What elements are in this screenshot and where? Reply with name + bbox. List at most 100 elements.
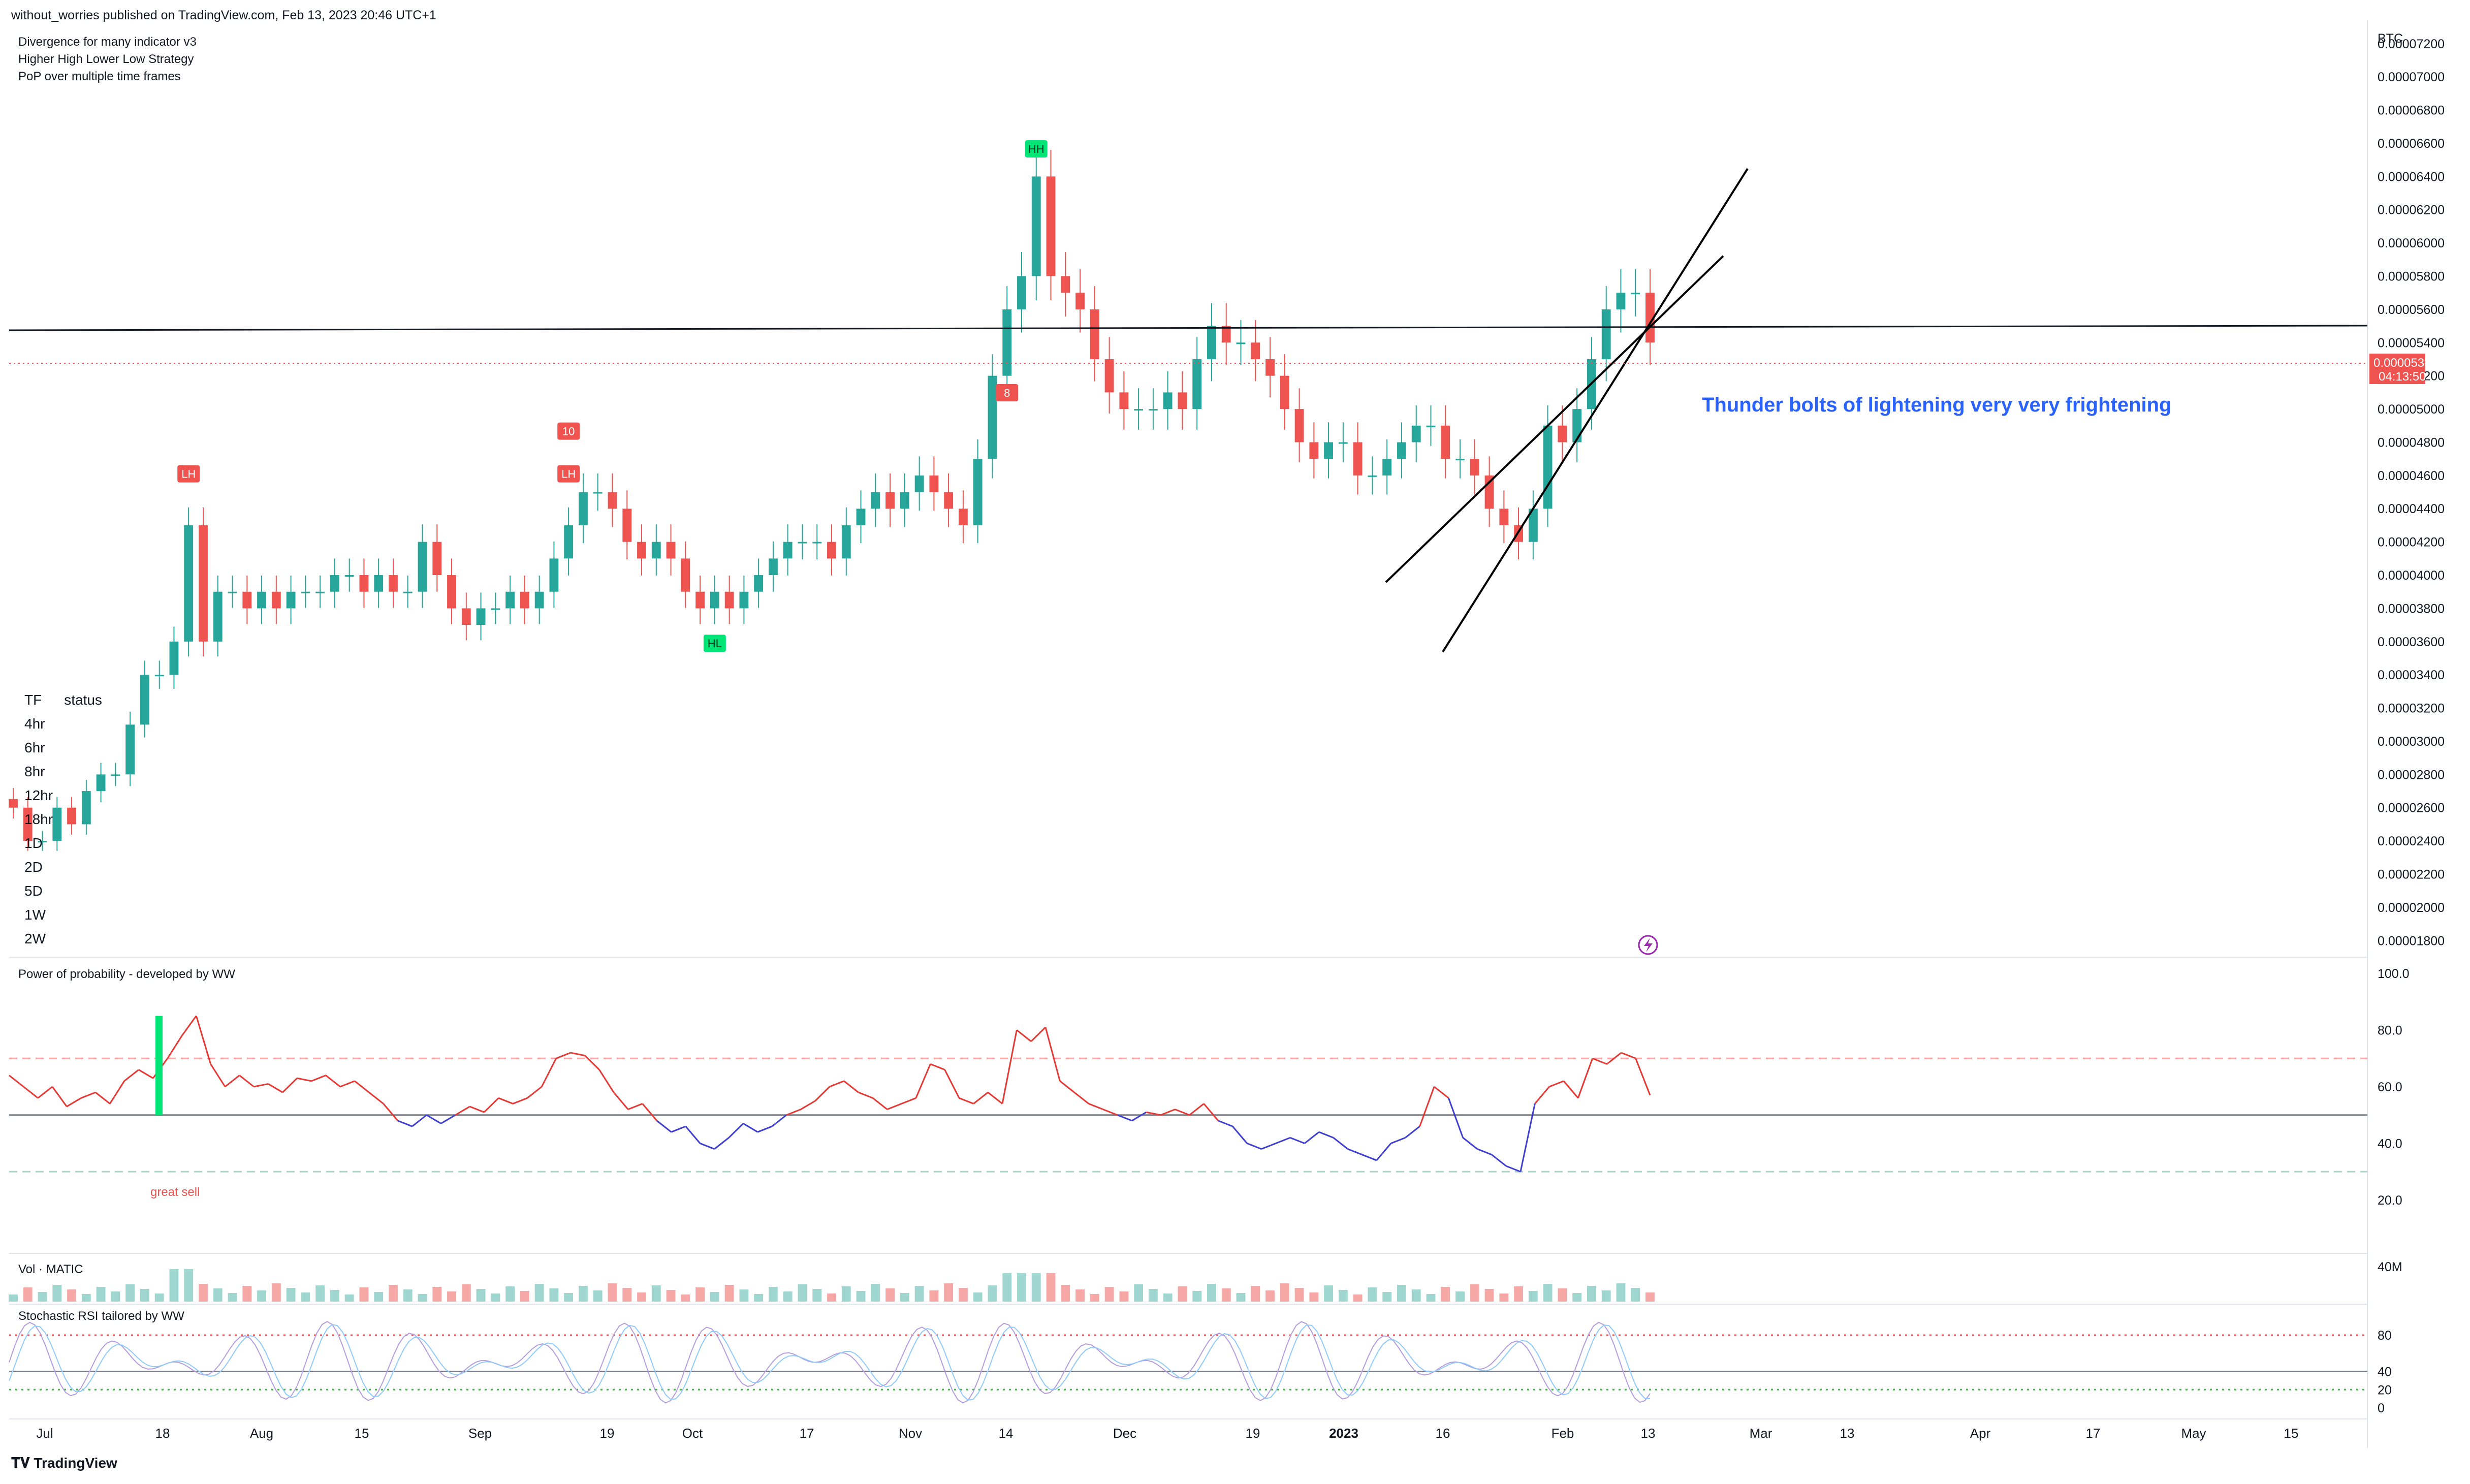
volume-bar xyxy=(38,1292,47,1302)
pop-line-segment xyxy=(311,1075,326,1082)
indicator-name[interactable]: Divergence for many indicator v3 xyxy=(18,35,197,49)
volume-bar xyxy=(1163,1293,1173,1302)
volume-bar xyxy=(1558,1288,1567,1302)
pop-line-segment xyxy=(282,1078,298,1093)
pop-line-segment xyxy=(513,1097,528,1104)
marker-hl: HL xyxy=(703,635,726,652)
pop-line-segment xyxy=(800,1100,816,1110)
volume-bar xyxy=(81,1294,91,1302)
candle-body xyxy=(929,475,939,492)
pop-line-segment xyxy=(685,1126,701,1144)
price-tick-label: 0.00005800 xyxy=(2378,270,2445,284)
tf-row: 4hr xyxy=(24,716,45,732)
candle-body xyxy=(1368,475,1377,477)
marker-box xyxy=(1025,140,1048,157)
pop-line-segment xyxy=(757,1125,773,1133)
pop-line-segment xyxy=(483,1097,499,1113)
chart-annotation[interactable]: Thunder bolts of lightening very very fr… xyxy=(1702,394,2172,416)
volume-bar xyxy=(1207,1284,1216,1302)
candle-body xyxy=(1324,442,1334,459)
tf-row: 2W xyxy=(24,931,46,946)
volume-bar xyxy=(491,1293,500,1302)
pop-line-segment xyxy=(1376,1143,1392,1161)
pop-line-segment xyxy=(1390,1136,1406,1144)
time-axis[interactable]: Jul 18 Aug 15 Sep 19 Oct 17 Nov 14 Dec 19 2023 16 Feb 1… xyxy=(36,1426,2298,1441)
volume-bar xyxy=(1587,1286,1596,1302)
tf-row: 18hr xyxy=(24,811,53,827)
pop-line-segment xyxy=(527,1086,543,1099)
pop-line-segment xyxy=(627,1103,643,1110)
candle-body xyxy=(783,542,793,559)
volume-bar xyxy=(1017,1273,1026,1302)
time-tick-label: Feb xyxy=(1551,1426,1574,1441)
candle-body xyxy=(23,807,33,841)
candle-body xyxy=(213,591,223,642)
marker-lh: LH xyxy=(177,465,200,483)
tradingview-logo[interactable]: 𝐓𝐕 TradingView xyxy=(11,1455,117,1472)
volume-bar xyxy=(1426,1294,1436,1302)
volume-bar xyxy=(1061,1285,1070,1302)
volume-bar xyxy=(1104,1287,1114,1302)
candle-body xyxy=(315,591,325,593)
stoch-tick-label: 40 xyxy=(2378,1365,2392,1379)
time-tick-label: 15 xyxy=(2284,1426,2299,1441)
candle-body xyxy=(52,807,62,841)
volume-bar xyxy=(330,1290,339,1302)
pop-line-segment xyxy=(23,1086,39,1099)
volume-bar xyxy=(9,1294,18,1302)
volume-bar xyxy=(1221,1288,1231,1302)
candle-body xyxy=(184,525,194,642)
volume-bar xyxy=(593,1290,603,1302)
pop-line-segment xyxy=(786,1109,801,1116)
pop-line-segment xyxy=(254,1083,269,1088)
pop-line-segment xyxy=(987,1091,1003,1104)
candle-body xyxy=(505,591,515,609)
pop-line-segment xyxy=(1405,1125,1420,1139)
wedge-lower-line[interactable] xyxy=(1442,168,1749,653)
candle-body xyxy=(199,525,208,642)
candle-body xyxy=(1002,309,1012,376)
indicator-name[interactable]: PoP over multiple time frames xyxy=(18,70,181,83)
candle-body xyxy=(461,608,471,625)
marker-hh: HH xyxy=(1025,140,1048,157)
pop-line-segment xyxy=(1247,1143,1262,1150)
volume-bar xyxy=(739,1289,749,1302)
pop-signal-bar xyxy=(155,1016,163,1115)
price-panel: LH 10 LH HL 8 HH xyxy=(9,140,1655,851)
price-tick-label: 0.00005400 xyxy=(2378,336,2445,350)
candle-body xyxy=(169,641,179,675)
candle-body xyxy=(1075,293,1085,309)
volume-bar xyxy=(549,1288,559,1302)
resistance-line[interactable] xyxy=(9,325,2368,331)
candle-body xyxy=(579,492,588,525)
pop-line-segment xyxy=(123,1069,139,1082)
lightning-icon[interactable] xyxy=(1638,935,1658,955)
candle-body xyxy=(827,542,836,559)
candle-body xyxy=(681,558,690,592)
candle-body xyxy=(812,542,822,544)
candle-body xyxy=(67,807,76,825)
volume-bar xyxy=(389,1285,398,1302)
volume-bar xyxy=(520,1291,529,1302)
candle-body xyxy=(900,492,909,509)
panel-title: Stochastic RSI tailored by WW xyxy=(18,1309,184,1323)
candle-body xyxy=(1221,326,1231,343)
volume-bar xyxy=(1572,1293,1582,1302)
stochastic-rsi-panel: Stochastic RSI tailored by WW 80 40 20 0 xyxy=(9,1309,2392,1415)
time-tick-label: 18 xyxy=(155,1426,170,1441)
volume-bar xyxy=(1382,1292,1392,1302)
marker-label: LH xyxy=(561,468,576,481)
candle-body xyxy=(1046,176,1056,276)
candle-body xyxy=(1294,409,1304,443)
wedge-upper-line[interactable] xyxy=(1385,255,1724,583)
volume-bar xyxy=(798,1284,807,1302)
candle-body xyxy=(637,542,646,559)
pop-line-segment xyxy=(959,1097,974,1104)
pop-line-segment xyxy=(1549,1080,1564,1088)
volume-bar xyxy=(1528,1291,1538,1302)
candle-body xyxy=(841,525,851,559)
indicator-name[interactable]: Higher High Lower Low Strategy xyxy=(18,52,194,66)
